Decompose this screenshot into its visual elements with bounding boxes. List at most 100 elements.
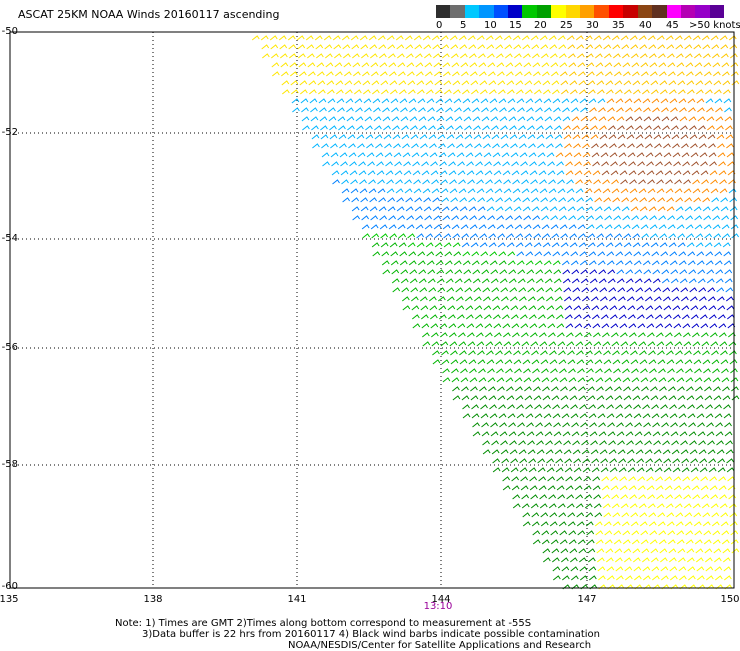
wind-barb — [711, 521, 720, 527]
wind-barb — [708, 152, 717, 158]
wind-barb — [652, 278, 661, 284]
wind-barb — [568, 224, 577, 230]
wind-barb — [489, 251, 498, 257]
wind-barb — [602, 503, 611, 509]
wind-barb — [636, 143, 644, 149]
wind-barb — [642, 251, 651, 257]
wind-barb — [591, 152, 600, 158]
wind-barb — [460, 368, 468, 374]
wind-barb — [573, 143, 581, 149]
wind-barb — [577, 377, 586, 383]
wind-barb — [721, 224, 730, 230]
wind-barb — [551, 242, 560, 248]
wind-barb — [676, 530, 685, 536]
wind-barb — [550, 377, 559, 383]
wind-barb — [644, 287, 653, 293]
wind-barb — [569, 386, 577, 392]
wind-barb — [480, 251, 489, 257]
wind-barb — [691, 323, 700, 329]
lat-label: -52 — [1, 127, 18, 138]
wind-barb — [363, 98, 372, 104]
wind-barb — [698, 449, 707, 455]
wind-barb — [499, 278, 508, 284]
wind-barb — [649, 368, 657, 374]
wind-barb — [391, 107, 399, 113]
wind-barb — [692, 179, 700, 185]
legend-swatch — [464, 5, 480, 18]
wind-barb — [506, 395, 515, 401]
wind-barb — [356, 134, 365, 140]
wind-barb — [400, 107, 408, 113]
wind-barb — [698, 134, 707, 140]
wind-barb — [641, 557, 650, 563]
wind-barb — [448, 161, 456, 167]
wind-barb — [467, 188, 476, 194]
wind-barb — [614, 386, 622, 392]
wind-barb — [640, 224, 649, 230]
wind-barb — [605, 242, 614, 248]
wind-barb — [632, 233, 641, 239]
wind-barb — [628, 476, 637, 482]
wind-barb — [549, 44, 558, 50]
wind-barb — [575, 179, 583, 185]
wind-barb — [470, 242, 479, 248]
wind-barb — [350, 35, 359, 41]
wind-barb — [621, 350, 629, 356]
wind-barb — [513, 359, 522, 365]
wind-barb — [576, 206, 585, 212]
wind-barb — [664, 476, 673, 482]
wind-barb — [469, 62, 478, 68]
wind-barb — [507, 260, 516, 266]
wind-barb — [605, 557, 614, 563]
wind-barb — [398, 89, 407, 95]
wind-barb — [604, 215, 613, 221]
wind-barb — [712, 530, 721, 536]
wind-barb — [470, 80, 479, 86]
wind-barb — [412, 323, 421, 329]
wind-barb — [721, 377, 730, 383]
wind-barb — [452, 89, 461, 95]
wind-barb — [673, 485, 682, 491]
legend-swatch — [536, 5, 552, 18]
wind-barb — [721, 215, 730, 221]
wind-barb — [726, 143, 734, 149]
wind-barb — [438, 143, 446, 149]
wind-barb — [385, 161, 393, 167]
wind-barb — [298, 71, 307, 77]
wind-barb — [518, 440, 526, 446]
wind-barb — [653, 440, 661, 446]
wind-barb — [716, 134, 725, 140]
wind-barb — [723, 575, 732, 581]
wind-barb — [649, 377, 658, 383]
wind-barb — [561, 566, 570, 572]
wind-barb — [573, 458, 582, 464]
wind-barb — [597, 251, 606, 257]
wind-barb — [331, 170, 340, 176]
wind-barb — [623, 557, 632, 563]
wind-barb — [535, 116, 544, 122]
wind-barb — [574, 323, 583, 329]
wind-barb — [315, 44, 324, 50]
wind-barb — [463, 269, 472, 275]
lon-label: 135 — [0, 594, 19, 605]
wind-barb — [657, 44, 666, 50]
wind-barb — [562, 422, 570, 428]
wind-barb — [715, 431, 724, 437]
legend-label: 40 — [639, 20, 652, 31]
wind-barb — [696, 413, 705, 419]
wind-barb — [697, 422, 705, 428]
wind-barb — [506, 386, 514, 392]
wind-barb — [507, 251, 516, 257]
wind-barb — [509, 449, 518, 455]
wind-barb — [570, 98, 579, 104]
wind-barb — [582, 467, 591, 473]
wind-barb — [281, 89, 290, 95]
wind-barb — [647, 179, 655, 185]
wind-barb — [669, 566, 678, 572]
wind-barb — [544, 278, 553, 284]
wind-barb — [525, 260, 534, 266]
wind-barb — [697, 431, 706, 437]
wind-barb — [641, 548, 650, 554]
wind-barb — [712, 377, 721, 383]
wind-barb — [367, 161, 375, 167]
